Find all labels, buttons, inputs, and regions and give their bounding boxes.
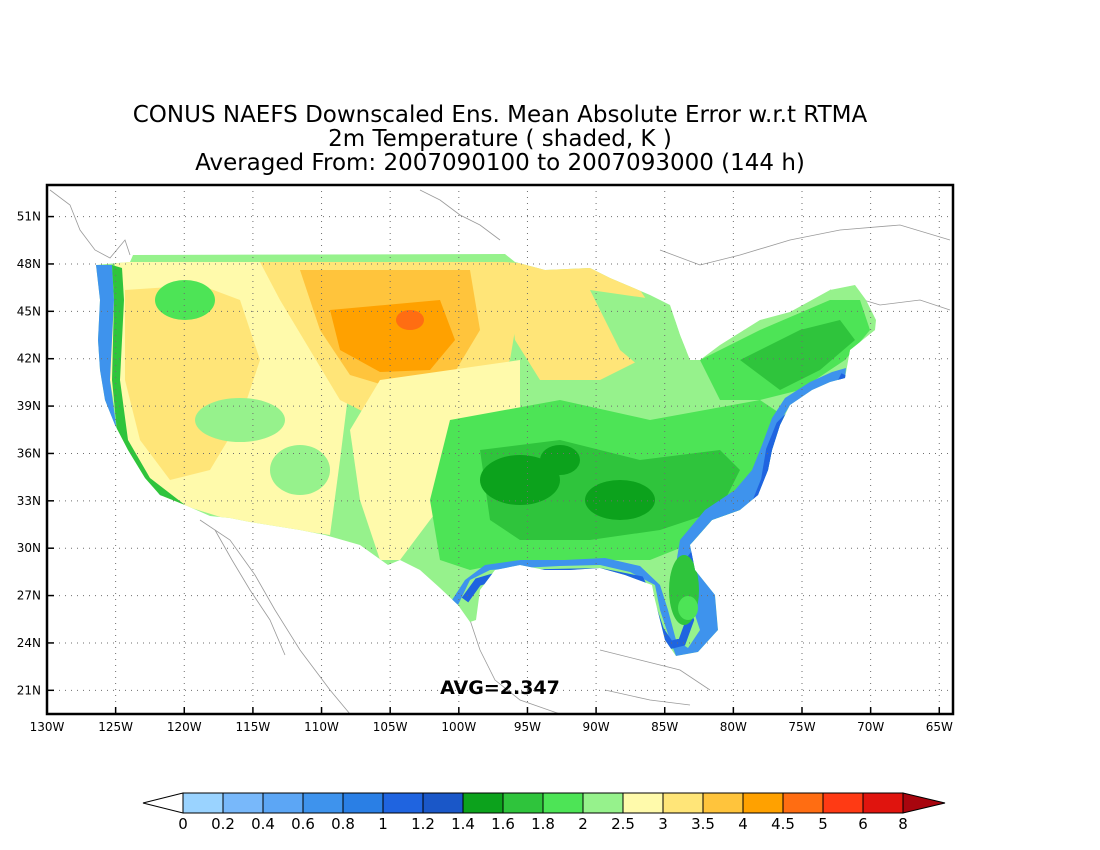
colorbar-swatch: [382, 792, 424, 814]
lon-label: 85W: [651, 720, 678, 734]
lon-label: 70W: [857, 720, 884, 734]
colorbar-label: 1.4: [451, 815, 475, 833]
colorbar-label: 0.2: [211, 815, 235, 833]
colorbar-swatch: [542, 792, 584, 814]
colorbar: 0 0.2 0.4 0.6 0.8 1 1.2 1.4 1.6 1.8 2 2.5 3 3.5 4 4.5 5 6…: [142, 792, 946, 833]
colorbar-label: 4.5: [771, 815, 795, 833]
longitude-labels: 130W 125W 120W 115W 110W 105W 100W 95W 90W 85W 80W…: [30, 707, 953, 734]
error-field: [96, 254, 876, 656]
lat-label: 27N: [17, 589, 41, 603]
colorbar-swatch: [862, 792, 904, 814]
lat-label: 51N: [17, 210, 41, 224]
lon-label: 125W: [98, 720, 133, 734]
lat-label: 42N: [17, 352, 41, 366]
colorbar-swatch: [342, 792, 384, 814]
lon-label: 90W: [583, 720, 610, 734]
colorbar-label: 0.6: [291, 815, 315, 833]
colorbar-swatch: [182, 792, 224, 814]
colorbar-swatch: [302, 792, 344, 814]
lon-label: 120W: [167, 720, 202, 734]
colorbar-label: 1.2: [411, 815, 435, 833]
lat-label: 39N: [17, 399, 41, 413]
colorbar-label: 2.5: [611, 815, 635, 833]
colorbar-swatch: [222, 792, 264, 814]
colorbar-swatch: [782, 792, 824, 814]
lat-label: 21N: [17, 683, 41, 697]
coastline-lines: [49, 189, 951, 714]
colorbar-swatch: [502, 792, 544, 814]
title-line-3: Averaged From: 2007090100 to 2007093000 …: [195, 150, 805, 176]
lon-label: 105W: [373, 720, 408, 734]
colorbar-swatch: [622, 792, 664, 814]
colorbar-swatch: [262, 792, 304, 814]
colorbar-under-arrow: [142, 792, 184, 814]
colorbar-label: 0: [178, 815, 188, 833]
lat-label: 45N: [17, 304, 41, 318]
title-line-1: CONUS NAEFS Downscaled Ens. Mean Absolut…: [132, 102, 868, 128]
plot-frame: [45, 183, 955, 716]
latitude-labels: 51N 48N 45N 42N 39N 36N 33N 30N 27N 24N 21N: [17, 210, 54, 697]
lat-label: 33N: [17, 494, 41, 508]
title-line-2: 2m Temperature ( shaded, K ): [328, 126, 672, 152]
colorbar-label: 1.6: [491, 815, 515, 833]
lon-label: 65W: [926, 720, 953, 734]
colorbar-swatch: [702, 792, 744, 814]
lon-label: 130W: [30, 720, 65, 734]
colorbar-label: 2: [578, 815, 588, 833]
lat-label: 36N: [17, 446, 41, 460]
colorbar-label: 3.5: [691, 815, 715, 833]
colorbar-swatch: [462, 792, 504, 814]
lon-label: 95W: [514, 720, 541, 734]
colorbar-label: 6: [858, 815, 868, 833]
lat-label: 24N: [17, 636, 41, 650]
colorbar-swatch: [742, 792, 784, 814]
lon-label: 75W: [788, 720, 815, 734]
lon-label: 80W: [720, 720, 747, 734]
lat-label: 48N: [17, 257, 41, 271]
colorbar-label: 3: [658, 815, 668, 833]
colorbar-label: 5: [818, 815, 828, 833]
colorbar-label: 1: [378, 815, 388, 833]
lat-lon-grid: [46, 185, 953, 714]
lon-label: 110W: [304, 720, 339, 734]
colorbar-label: 4: [738, 815, 748, 833]
colorbar-swatch: [822, 792, 864, 814]
colorbar-label: 0.8: [331, 815, 355, 833]
lat-label: 30N: [17, 541, 41, 555]
colorbar-swatch: [422, 792, 464, 814]
colorbar-over-arrow: [902, 792, 946, 814]
lon-label: 115W: [236, 720, 271, 734]
lon-label: 100W: [441, 720, 476, 734]
colorbar-label: 0.4: [251, 815, 275, 833]
colorbar-swatch: [582, 792, 624, 814]
average-label: AVG=2.347: [440, 677, 560, 699]
colorbar-label: 8: [898, 815, 908, 833]
colorbar-label: 1.8: [531, 815, 555, 833]
colorbar-swatch: [662, 792, 704, 814]
